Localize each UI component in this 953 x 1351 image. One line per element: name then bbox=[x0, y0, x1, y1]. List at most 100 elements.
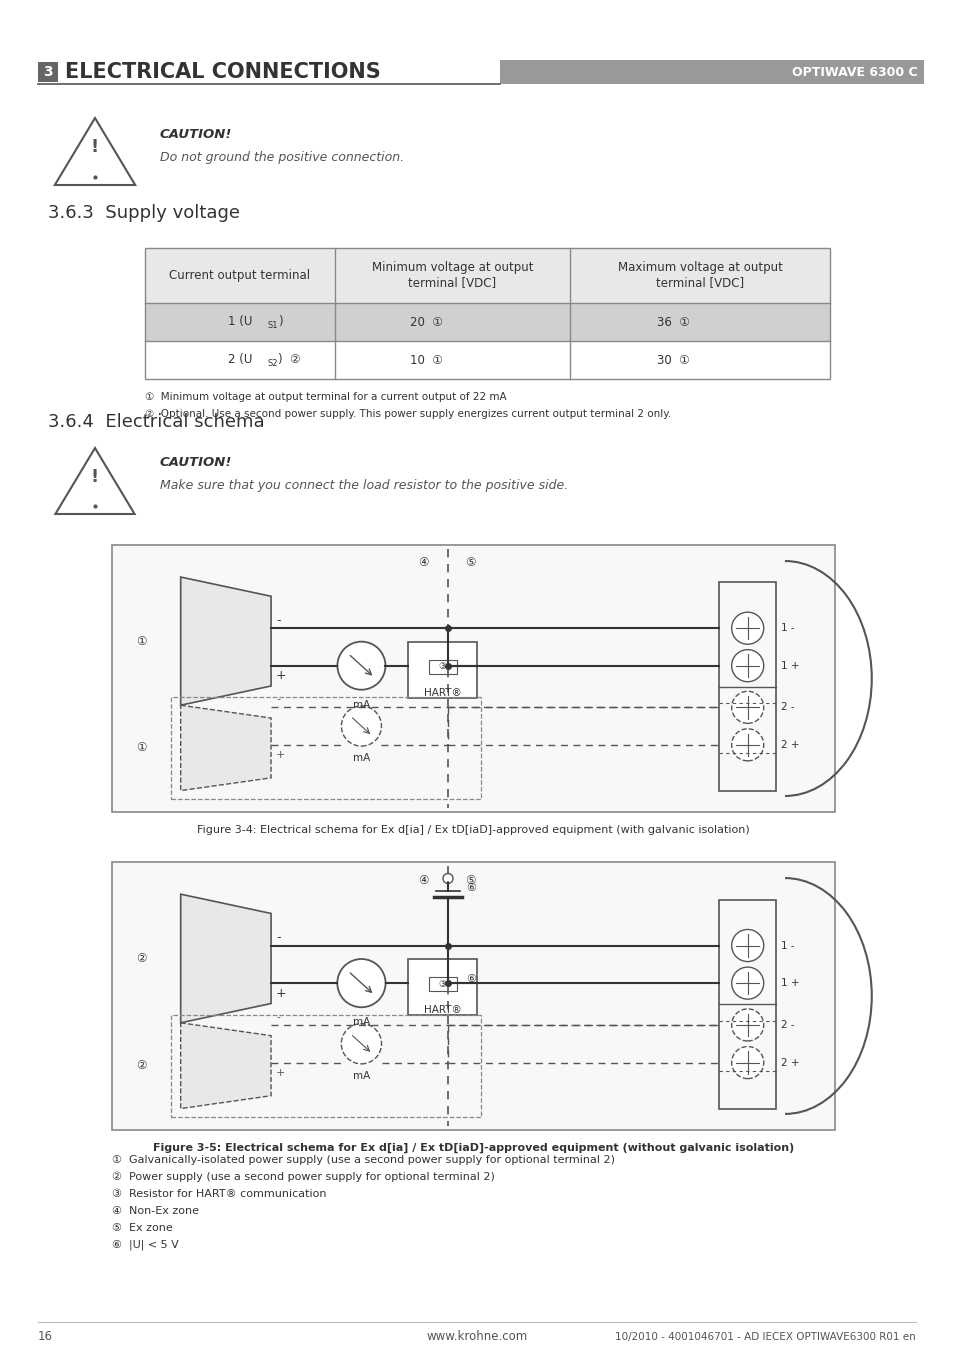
Polygon shape bbox=[180, 705, 271, 790]
Text: OPTIWAVE 6300 C: OPTIWAVE 6300 C bbox=[792, 65, 917, 78]
Text: ①  Minimum voltage at output terminal for a current output of 22 mA: ① Minimum voltage at output terminal for… bbox=[145, 392, 506, 403]
Text: ③: ③ bbox=[438, 979, 446, 989]
FancyBboxPatch shape bbox=[38, 62, 58, 82]
Text: ⑥: ⑥ bbox=[465, 884, 476, 893]
Text: ): ) bbox=[277, 316, 282, 328]
Text: +: + bbox=[275, 669, 287, 682]
FancyBboxPatch shape bbox=[428, 659, 456, 674]
FancyBboxPatch shape bbox=[719, 582, 776, 790]
Text: S2: S2 bbox=[268, 359, 278, 369]
Text: 1 +: 1 + bbox=[781, 978, 799, 988]
Text: 2 -: 2 - bbox=[781, 703, 794, 712]
Text: 36  ①: 36 ① bbox=[657, 316, 689, 328]
Text: 10/2010 - 4001046701 - AD IECEX OPTIWAVE6300 R01 en: 10/2010 - 4001046701 - AD IECEX OPTIWAVE… bbox=[615, 1332, 915, 1342]
Text: ⑥  |U| < 5 V: ⑥ |U| < 5 V bbox=[112, 1240, 178, 1250]
Text: ②: ② bbox=[135, 1059, 146, 1073]
Text: -: - bbox=[275, 613, 280, 627]
Circle shape bbox=[337, 959, 385, 1008]
Text: ②  Optional. Use a second power supply. This power supply energizes current outp: ② Optional. Use a second power supply. T… bbox=[145, 409, 671, 419]
Polygon shape bbox=[180, 577, 271, 705]
Text: CAUTION!: CAUTION! bbox=[160, 457, 233, 470]
FancyBboxPatch shape bbox=[719, 900, 776, 1109]
Text: mA: mA bbox=[353, 700, 370, 709]
Text: ④  Non-Ex zone: ④ Non-Ex zone bbox=[112, 1206, 199, 1216]
Text: 16: 16 bbox=[38, 1331, 53, 1343]
Text: 10  ①: 10 ① bbox=[409, 354, 442, 366]
Text: Make sure that you connect the load resistor to the positive side.: Make sure that you connect the load resi… bbox=[160, 478, 568, 492]
Text: Maximum voltage at output
terminal [VDC]: Maximum voltage at output terminal [VDC] bbox=[617, 262, 781, 289]
Polygon shape bbox=[180, 1023, 271, 1109]
FancyBboxPatch shape bbox=[428, 977, 456, 992]
FancyBboxPatch shape bbox=[145, 249, 829, 303]
Circle shape bbox=[731, 967, 763, 1000]
Text: ①: ① bbox=[135, 742, 146, 754]
Circle shape bbox=[731, 612, 763, 644]
Text: 3.6.4  Electrical schema: 3.6.4 Electrical schema bbox=[48, 413, 264, 431]
Text: ②  Power supply (use a second power supply for optional terminal 2): ② Power supply (use a second power suppl… bbox=[112, 1171, 495, 1182]
Circle shape bbox=[341, 707, 381, 746]
Text: +: + bbox=[275, 986, 287, 1000]
Text: 3: 3 bbox=[43, 65, 52, 78]
Text: mA: mA bbox=[353, 1071, 370, 1081]
Circle shape bbox=[442, 874, 453, 884]
Text: mA: mA bbox=[353, 1017, 370, 1027]
Text: ④: ④ bbox=[417, 874, 428, 886]
Text: CAUTION!: CAUTION! bbox=[160, 128, 233, 142]
FancyBboxPatch shape bbox=[145, 340, 829, 380]
Text: Figure 3-5: Electrical schema for Ex d[ia] / Ex tD[iaD]-approved equipment (with: Figure 3-5: Electrical schema for Ex d[i… bbox=[152, 1143, 793, 1154]
Text: 3.6.3  Supply voltage: 3.6.3 Supply voltage bbox=[48, 204, 240, 222]
Text: 2 -: 2 - bbox=[781, 1020, 794, 1029]
Circle shape bbox=[341, 1024, 381, 1063]
Text: 1 +: 1 + bbox=[781, 661, 799, 670]
Circle shape bbox=[731, 1047, 763, 1078]
Text: ①  Galvanically-isolated power supply (use a second power supply for optional te: ① Galvanically-isolated power supply (us… bbox=[112, 1155, 615, 1165]
Text: ⑤: ⑤ bbox=[464, 874, 475, 886]
Polygon shape bbox=[180, 894, 271, 1023]
Circle shape bbox=[731, 728, 763, 761]
Circle shape bbox=[337, 642, 385, 690]
Text: Current output terminal: Current output terminal bbox=[170, 269, 311, 282]
Text: S1: S1 bbox=[268, 322, 278, 331]
FancyBboxPatch shape bbox=[499, 59, 923, 84]
Text: Do not ground the positive connection.: Do not ground the positive connection. bbox=[160, 151, 404, 165]
Text: 1 (U: 1 (U bbox=[228, 316, 252, 328]
Text: +: + bbox=[275, 1067, 285, 1078]
Text: )  ②: ) ② bbox=[277, 354, 300, 366]
Text: ①: ① bbox=[135, 635, 146, 647]
Circle shape bbox=[731, 650, 763, 682]
Text: ③: ③ bbox=[438, 662, 446, 671]
Text: 30  ①: 30 ① bbox=[657, 354, 689, 366]
Text: 2 (U: 2 (U bbox=[228, 354, 252, 366]
FancyBboxPatch shape bbox=[145, 303, 829, 340]
Text: 1 -: 1 - bbox=[781, 940, 794, 951]
Circle shape bbox=[731, 692, 763, 723]
Text: !: ! bbox=[91, 139, 99, 157]
Circle shape bbox=[731, 1009, 763, 1042]
Text: ELECTRICAL CONNECTIONS: ELECTRICAL CONNECTIONS bbox=[65, 62, 380, 82]
Text: -: - bbox=[275, 1012, 280, 1021]
Text: 1 -: 1 - bbox=[781, 623, 794, 634]
Text: !: ! bbox=[91, 467, 99, 486]
Text: www.krohne.com: www.krohne.com bbox=[426, 1331, 527, 1343]
Text: ②: ② bbox=[135, 952, 146, 965]
Text: HART®: HART® bbox=[423, 688, 461, 697]
Text: mA: mA bbox=[353, 753, 370, 763]
Text: -: - bbox=[275, 694, 280, 704]
Text: ⑤: ⑤ bbox=[464, 557, 475, 570]
Text: ⑤  Ex zone: ⑤ Ex zone bbox=[112, 1223, 172, 1233]
Text: ③  Resistor for HART® communication: ③ Resistor for HART® communication bbox=[112, 1189, 326, 1198]
Text: +: + bbox=[275, 750, 285, 759]
Circle shape bbox=[731, 929, 763, 962]
Text: Figure 3-4: Electrical schema for Ex d[ia] / Ex tD[iaD]-approved equipment (with: Figure 3-4: Electrical schema for Ex d[i… bbox=[197, 825, 749, 835]
Text: ⑥: ⑥ bbox=[465, 974, 476, 985]
FancyBboxPatch shape bbox=[408, 642, 476, 697]
Text: -: - bbox=[275, 931, 280, 944]
Text: HART®: HART® bbox=[423, 1005, 461, 1016]
FancyBboxPatch shape bbox=[112, 544, 834, 812]
Text: ④: ④ bbox=[417, 557, 428, 570]
FancyBboxPatch shape bbox=[112, 862, 834, 1129]
FancyBboxPatch shape bbox=[408, 959, 476, 1016]
Text: 20  ①: 20 ① bbox=[409, 316, 442, 328]
Text: 2 +: 2 + bbox=[781, 1058, 799, 1067]
Text: Minimum voltage at output
terminal [VDC]: Minimum voltage at output terminal [VDC] bbox=[372, 262, 533, 289]
